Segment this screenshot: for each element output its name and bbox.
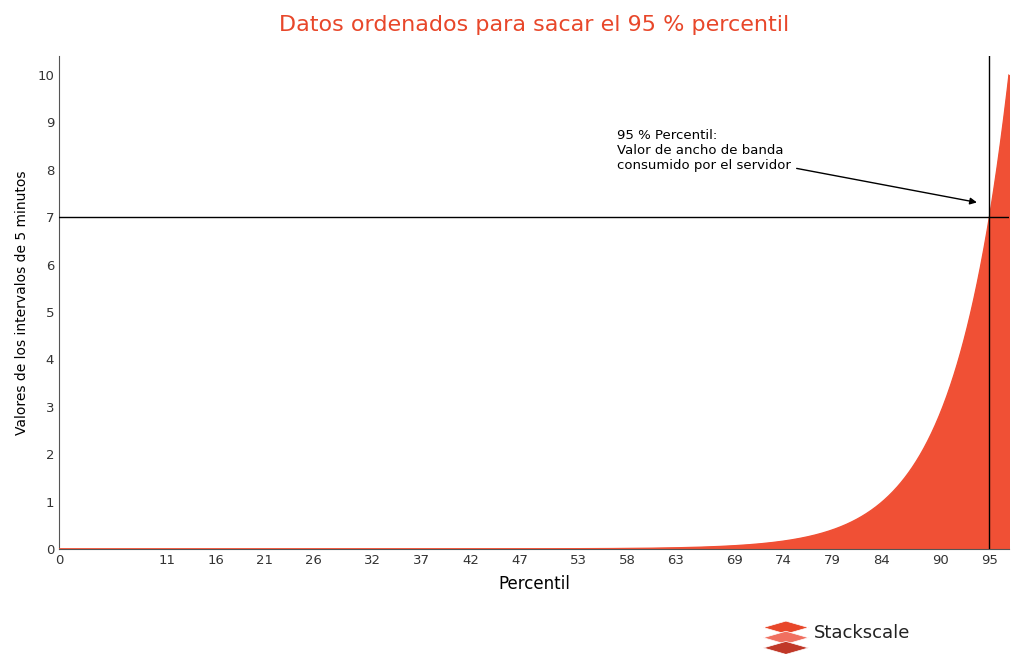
Text: Stackscale: Stackscale [814,624,910,642]
Text: 95 % Percentil:
Valor de ancho de banda
consumido por el servidor: 95 % Percentil: Valor de ancho de banda … [617,130,976,204]
Polygon shape [764,641,809,654]
Title: Datos ordenados para sacar el 95 % percentil: Datos ordenados para sacar el 95 % perce… [279,15,790,35]
Polygon shape [764,631,809,644]
Y-axis label: Valores de los intervalos de 5 minutos: Valores de los intervalos de 5 minutos [15,171,29,435]
X-axis label: Percentil: Percentil [498,575,570,593]
Polygon shape [764,621,809,634]
